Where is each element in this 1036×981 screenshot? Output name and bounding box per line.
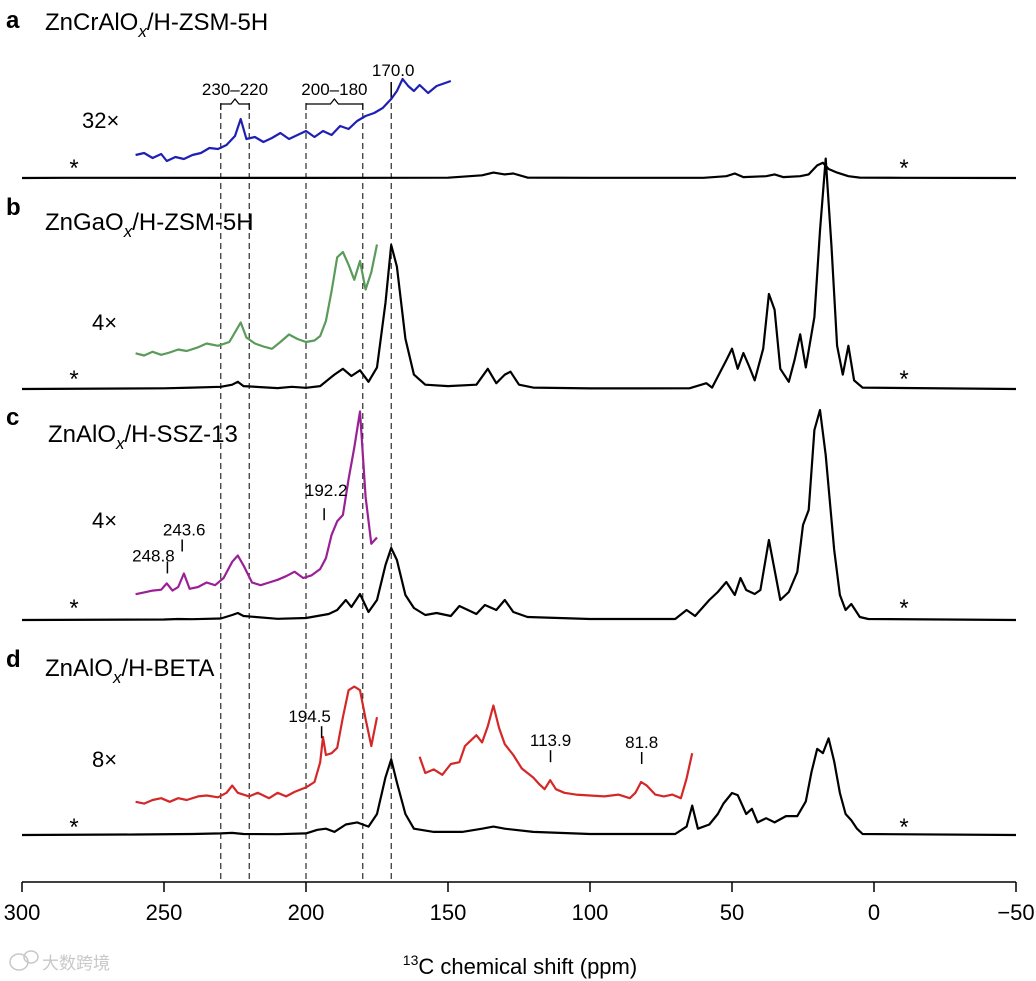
peak-label: 248.8 — [132, 546, 175, 565]
spectrum-zoom — [135, 244, 379, 357]
panel-letter: c — [6, 404, 19, 431]
spectrum-full — [21, 408, 1017, 622]
peak-label: 81.8 — [625, 733, 658, 752]
spinning-sideband-right: * — [899, 366, 908, 393]
sample-label-subscript: x — [137, 22, 147, 41]
sample-label-main: ZnAlO — [48, 421, 116, 448]
sample-label-subscript: x — [115, 434, 125, 453]
sample-label-main: ZnCrAlO — [45, 9, 138, 36]
panel-d: d ZnAlOx/H-BETA 8× * * 194.5 113.9 81.8 — [6, 646, 1017, 841]
panel-letter: d — [6, 646, 21, 673]
sample-label: ZnGaOx/H-ZSM-5H — [45, 209, 254, 241]
x-axis-title: 13C chemical shift (ppm) — [403, 952, 637, 979]
range-label: 200–180 — [301, 80, 367, 99]
sample-label-support: /H-ZSM-5H — [147, 9, 268, 36]
magnification-label: 4× — [92, 310, 117, 335]
spectrum-full — [21, 157, 1017, 391]
x-tick-label: 50 — [720, 900, 744, 925]
x-tick-label: −50 — [997, 900, 1034, 925]
x-axis: 300 250 200 150 100 50 0 −50 13C chemical shift … — [4, 881, 1035, 979]
x-axis-title-text: C chemical shift (ppm) — [418, 954, 637, 979]
spinning-sideband-left: * — [69, 595, 78, 622]
x-axis-title-superscript: 13 — [403, 952, 419, 968]
peak-label: 192.2 — [305, 481, 348, 500]
panel-c: c ZnAlOx/H-SSZ-13 4× * * 248.8 243.6 192.2 — [6, 404, 1017, 622]
range-bracket-line — [305, 98, 364, 110]
range-bracket-0: 230–220 — [202, 80, 268, 110]
peak-label: 194.5 — [288, 707, 331, 726]
spectrum-zoom — [135, 410, 378, 596]
spinning-sideband-left: * — [69, 155, 78, 182]
sample-label-support: /H-SSZ-13 — [125, 421, 238, 448]
peak-label-170: 170.0 — [372, 61, 415, 80]
magnification-label: 8× — [92, 747, 117, 772]
spinning-sideband-left: * — [69, 814, 78, 841]
spinning-sideband-right: * — [899, 155, 908, 182]
sample-label: ZnAlOx/H-SSZ-13 — [48, 421, 238, 453]
sample-label-support: /H-BETA — [122, 655, 215, 682]
wechat-logo-icon — [9, 950, 39, 971]
peak-label: 113.9 — [530, 731, 571, 750]
range-bracket-line — [220, 98, 250, 110]
x-tick-label: 250 — [146, 900, 183, 925]
x-tick-label: 100 — [572, 900, 609, 925]
sample-label-main: ZnGaO — [45, 209, 124, 236]
spectrum-zoom — [135, 77, 452, 163]
top-range-annotations: 230–220 200–180 170.0 — [202, 61, 415, 110]
spectrum-zoom — [135, 685, 694, 805]
peak-label: 243.6 — [163, 521, 206, 540]
sample-label-main: ZnAlO — [45, 655, 113, 682]
x-tick-label: 150 — [430, 900, 467, 925]
logo-bubble-large — [9, 953, 29, 971]
range-bracket-1: 200–180 — [301, 80, 367, 110]
panel-b: b ZnGaOx/H-ZSM-5H 4× * * — [6, 157, 1017, 393]
panel-letter: a — [6, 7, 20, 34]
spectrum-full — [21, 737, 1017, 837]
range-label: 230–220 — [202, 80, 268, 99]
spinning-sideband-right: * — [899, 814, 908, 841]
sample-label: ZnCrAlOx/H-ZSM-5H — [45, 9, 268, 41]
watermark: 大数跨境 — [9, 950, 110, 973]
sample-label-support: /H-ZSM-5H — [132, 209, 253, 236]
spinning-sideband-right: * — [899, 595, 908, 622]
x-tick-label: 200 — [288, 900, 325, 925]
magnification-label: 32× — [82, 108, 119, 133]
watermark-text: 大数跨境 — [42, 954, 110, 973]
sample-label: ZnAlOx/H-BETA — [45, 655, 214, 687]
magnification-label: 4× — [92, 508, 117, 533]
sample-label-subscript: x — [123, 222, 133, 241]
spectrum-full — [21, 161, 1017, 180]
logo-bubble-small — [23, 950, 39, 964]
panel-letter: b — [6, 194, 21, 221]
sample-label-subscript: x — [112, 668, 122, 687]
x-tick-label: 300 — [4, 900, 41, 925]
x-tick-label: 0 — [868, 900, 880, 925]
spinning-sideband-left: * — [69, 366, 78, 393]
